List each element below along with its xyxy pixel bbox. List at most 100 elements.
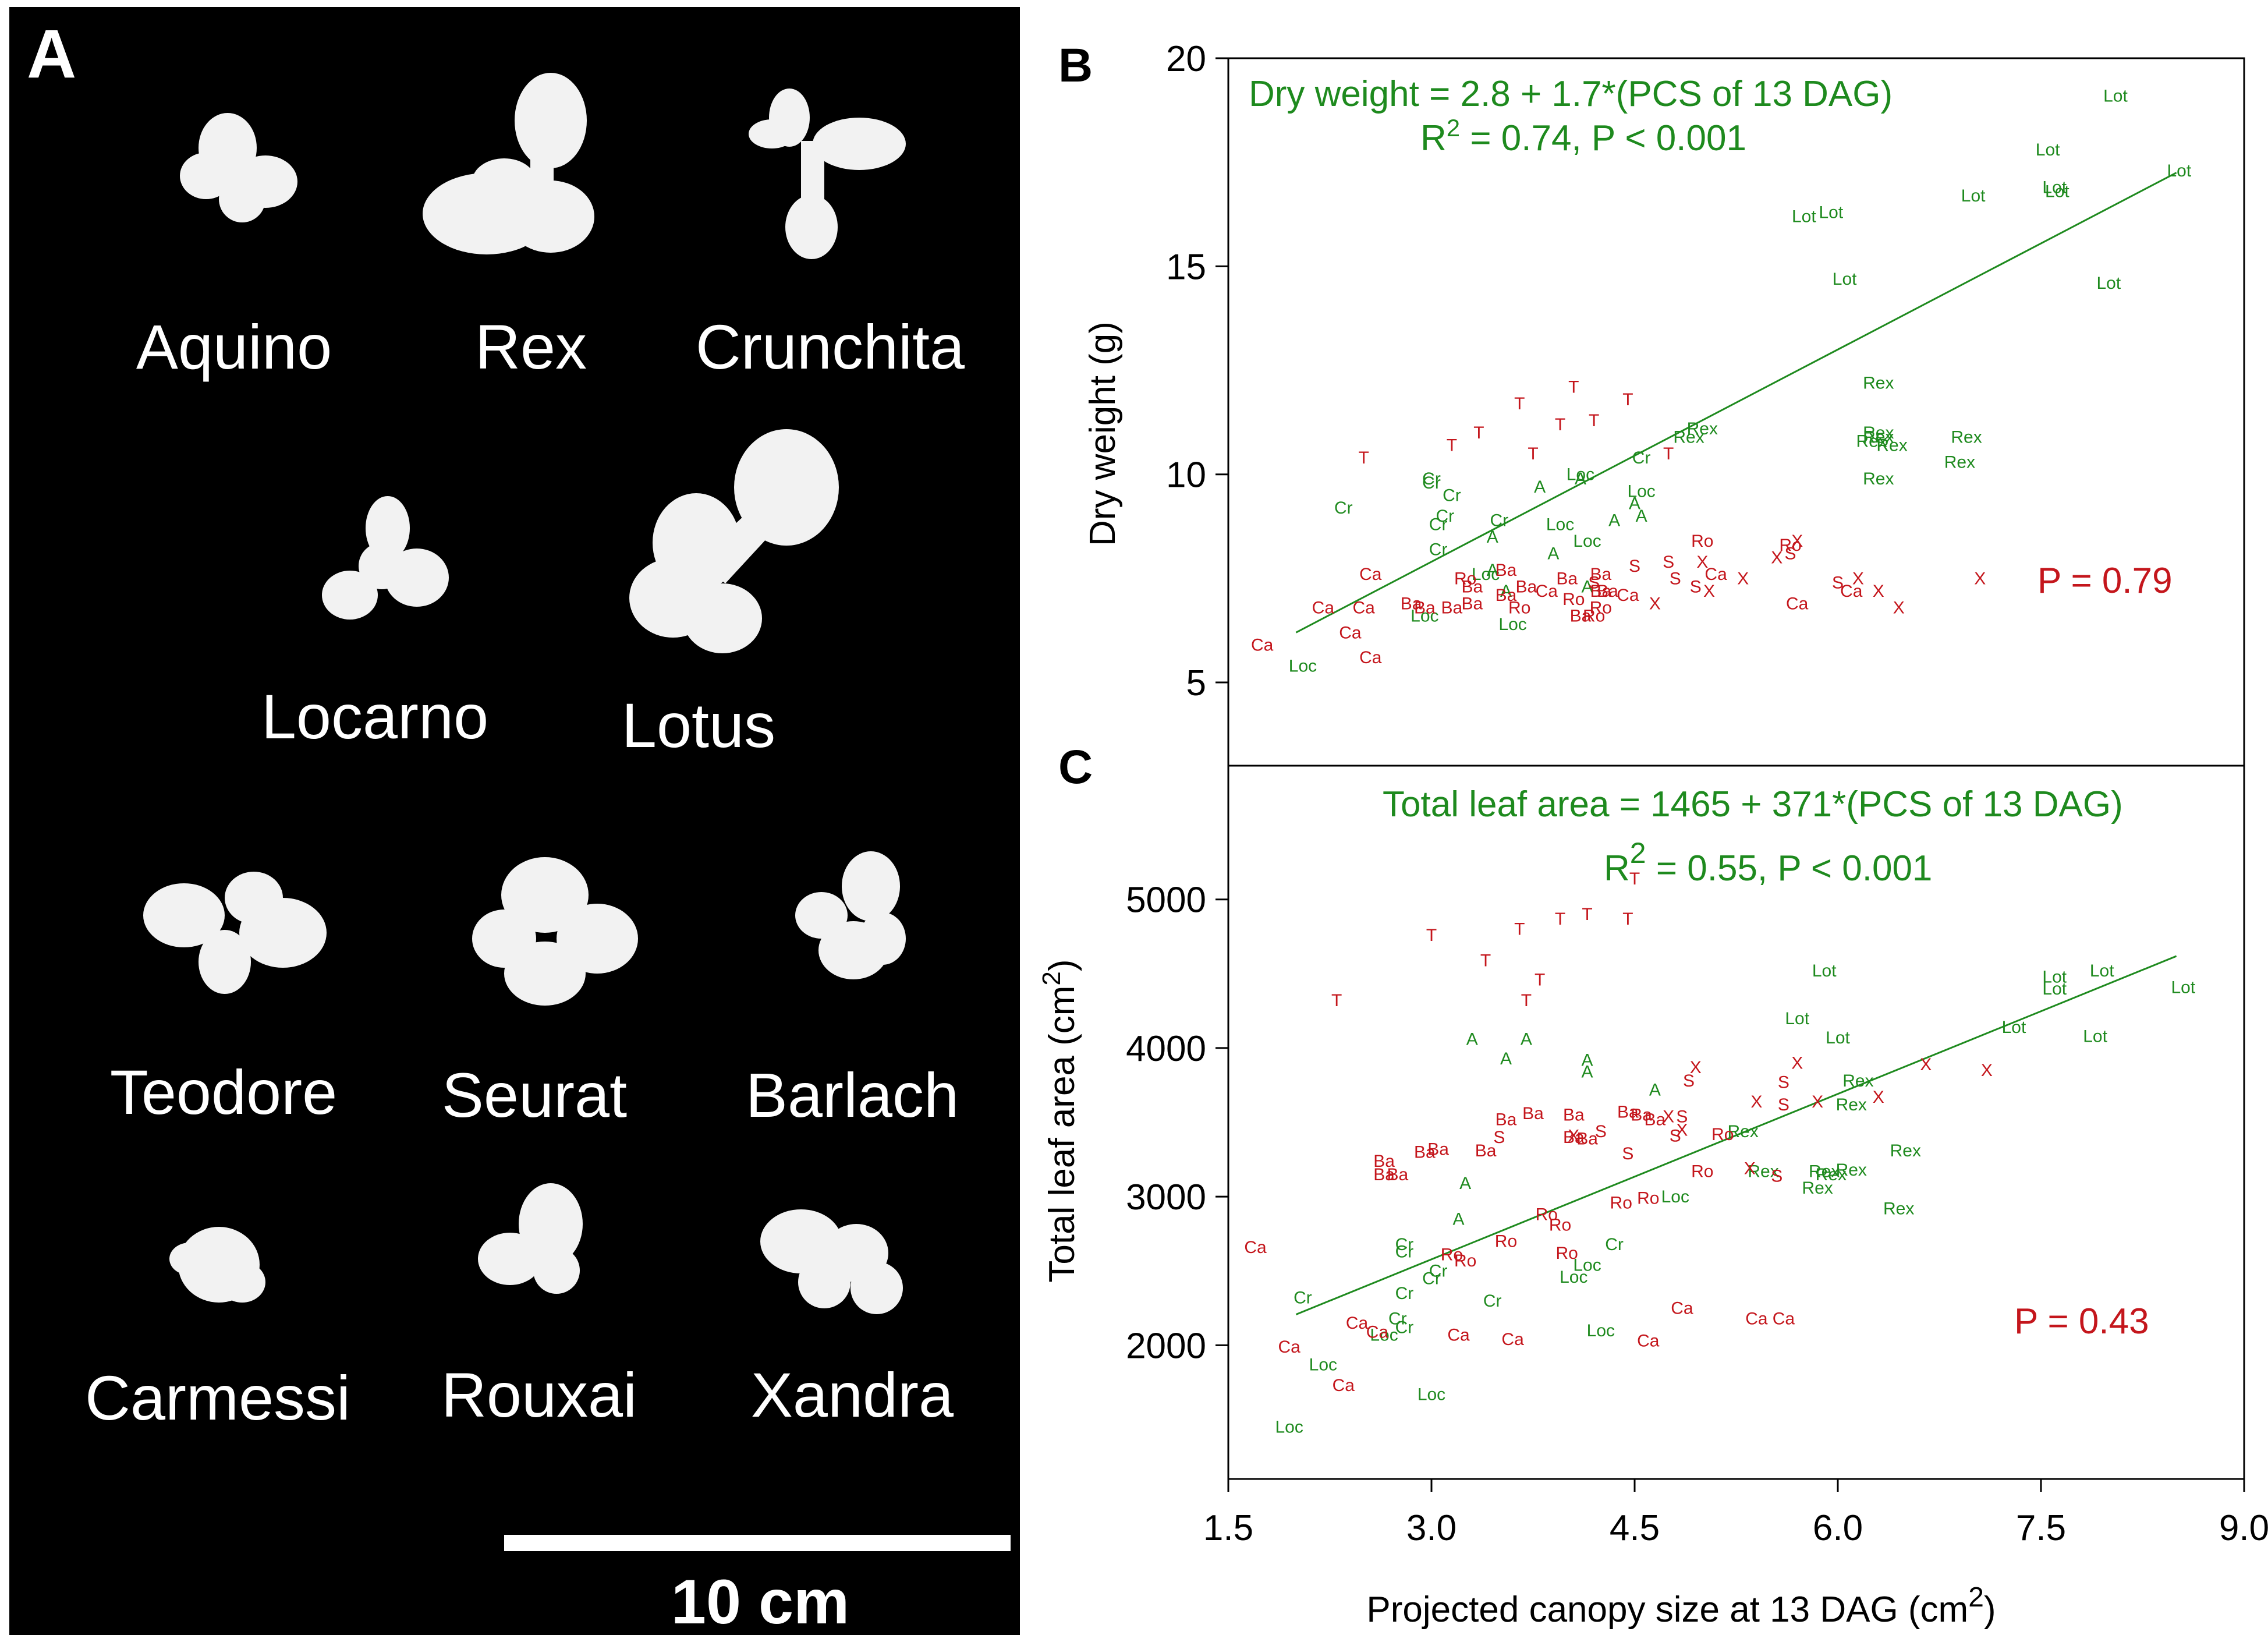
panel-b-point-rex: Rex (1944, 452, 1975, 472)
panel-b-point-lot: Lot (2042, 178, 2067, 197)
panel-c-point-cr: Cr (1294, 1289, 1312, 1308)
panel-b-point-x: X (1873, 582, 1884, 601)
panel-c-point-ba: Ba (1617, 1103, 1639, 1122)
plant-barlach (795, 851, 906, 979)
panel-b-point-ro: Ro (1562, 590, 1585, 609)
panel-b-point-a: A (1487, 561, 1498, 580)
panel-c-point-x: X (1744, 1159, 1756, 1179)
panel-b-point-rex: Rex (1856, 432, 1887, 451)
panel-c-point-ca: Ca (1278, 1337, 1301, 1357)
panel-a-photo: A Aquino Rex Crunchita Locarno Lotus Teo… (9, 7, 1020, 1635)
panel-c-point-cr: Cr (1395, 1235, 1414, 1254)
panel-c-point-ro: Ro (1637, 1189, 1659, 1208)
panel-b-point-t: T (1528, 444, 1538, 463)
panel-b-point-rex: Rex (1863, 373, 1894, 392)
panel-c-point-ro: Ro (1711, 1125, 1734, 1144)
panel-b-point-t: T (1663, 444, 1674, 463)
panel-c-point-loc: Loc (1560, 1268, 1587, 1287)
panel-b-point-t: T (1622, 390, 1633, 409)
panel-b-point-t: T (1568, 378, 1579, 397)
panel-b-point-loc: Loc (1411, 607, 1438, 626)
panel-b-point-s: S (1588, 574, 1600, 593)
panel-c-point-loc: Loc (1370, 1325, 1398, 1344)
panel-c-point-x: X (1981, 1061, 1993, 1080)
panel-b-point-s: S (1670, 569, 1681, 588)
panel-c-point-a: A (1466, 1030, 1478, 1049)
panel-c-point-ro: Ro (1454, 1251, 1476, 1271)
panel-b-axes: 5 10 15 20 (1166, 39, 1228, 703)
plant-rex (423, 73, 594, 254)
panel-c-point-x: X (1568, 1126, 1579, 1145)
panel-b-point-loc: Loc (1498, 615, 1526, 634)
panel-c-point-t: T (1622, 910, 1633, 929)
panel-b-point-ba: Ba (1516, 578, 1537, 597)
panel-c-point-x: X (1920, 1055, 1932, 1074)
panel-c-p-value: P = 0.43 (2014, 1301, 2149, 1342)
panel-b-point-ba: Ba (1556, 569, 1578, 588)
panel-c-point-lot: Lot (2042, 979, 2067, 999)
panel-b-point-rex: Rex (1687, 419, 1718, 438)
panel-c-point-t: T (1426, 926, 1437, 945)
panel-c-point-s: S (1493, 1128, 1505, 1147)
panel-b-point-loc: Loc (1472, 565, 1500, 584)
panel-b-point-x: X (1771, 548, 1782, 568)
panel-b-point-ro: Ro (1454, 569, 1476, 588)
panel-c-point-ca: Ca (1745, 1309, 1768, 1328)
panel-b-point-ca: Ca (1536, 582, 1558, 601)
panel-c-point-ba: Ba (1645, 1110, 1666, 1129)
panel-b-point-loc: Loc (1627, 482, 1655, 501)
panel-b-point-x: X (1737, 569, 1749, 588)
panel-c-point-cr: Cr (1395, 1243, 1414, 1262)
panel-c-point-x: X (1812, 1092, 1823, 1112)
panel-c-point-x: X (1690, 1058, 1702, 1077)
panel-b-point-rex: Rex (1951, 427, 1982, 447)
panel-c-point-ba: Ba (1427, 1140, 1449, 1159)
panel-c-point-s: S (1683, 1071, 1695, 1091)
panel-c-point-rex: Rex (1748, 1162, 1778, 1181)
panel-c-point-loc: Loc (1275, 1418, 1303, 1437)
panel-b-point-a: A (1487, 528, 1498, 547)
panel-c-point-ca: Ca (1346, 1314, 1369, 1333)
panel-b-point-a: A (1608, 511, 1620, 530)
panel-b-point-ro: Ro (1508, 598, 1530, 617)
panel-c-equation: Total leaf area = 1465 + 371*(PCS of 13 … (1383, 784, 2123, 824)
panel-b-point-ba: Ba (1496, 586, 1517, 605)
panel-c-point-a: A (1500, 1049, 1512, 1068)
panel-c-point-rex: Rex (1836, 1160, 1867, 1180)
panel-b-point-cr: Cr (1422, 473, 1441, 493)
panel-b-point-t: T (1589, 411, 1599, 430)
label-xandra: Xandra (750, 1360, 954, 1430)
x-tick-label: 7.5 (2016, 1508, 2066, 1548)
panel-c-point-rex: Rex (1890, 1141, 1921, 1160)
panel-c-point-lot: Lot (1826, 1028, 1850, 1048)
panel-b-point-ca: Ca (1251, 636, 1274, 655)
panel-c-point-s: S (1778, 1095, 1789, 1114)
panel-b-point-ba: Ba (1496, 561, 1517, 580)
panel-c-point-a: A (1521, 1030, 1532, 1049)
panel-c-point-a: A (1582, 1063, 1593, 1082)
label-locarno: Locarno (261, 681, 489, 752)
panel-b-point-cr: Cr (1443, 486, 1461, 505)
panel-c-point-cr: Cr (1429, 1262, 1448, 1281)
panel-c-point-cr: Cr (1422, 1269, 1441, 1288)
panel-b-ytick-label: 15 (1166, 247, 1206, 287)
panel-b-point-cr: Cr (1334, 498, 1353, 518)
panel-b-point-ro: Ro (1779, 536, 1801, 555)
panel-c-point-ca: Ca (1671, 1299, 1693, 1318)
panel-b-point-loc: Loc (1567, 465, 1594, 484)
panel-c-stats: R2 = 0.55, P < 0.001 (1604, 837, 1932, 889)
panel-c-point-rex: Rex (1809, 1162, 1840, 1181)
panel-b-point-ba: Ba (1461, 578, 1483, 597)
panel-c-point-ro: Ro (1495, 1232, 1517, 1251)
panel-c-point-x: X (1663, 1107, 1674, 1126)
panel-c-regression-line (1295, 955, 2177, 1315)
panel-b-point-lot: Lot (1792, 207, 1816, 227)
plant-carmessi (169, 1227, 265, 1303)
panel-b-letter: B (1058, 39, 1093, 92)
x-tick-label: 4.5 (1610, 1508, 1660, 1548)
panel-b-point-lot: Lot (2036, 140, 2060, 160)
panel-c-point-ca: Ca (1366, 1322, 1389, 1342)
panel-c-point-rex: Rex (1816, 1165, 1847, 1184)
panel-c-point-rex: Rex (1836, 1095, 1867, 1114)
label-lotus: Lotus (621, 690, 776, 760)
